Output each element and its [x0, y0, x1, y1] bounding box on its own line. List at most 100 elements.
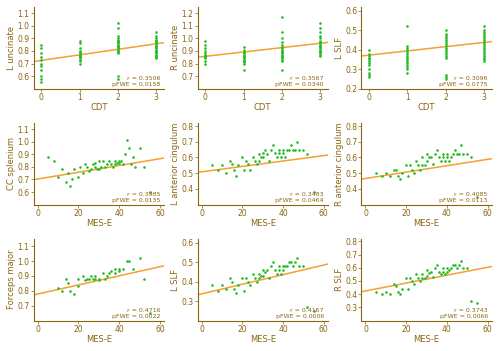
X-axis label: MES-E: MES-E: [414, 335, 440, 344]
Point: [449, 262, 457, 268]
Point: [287, 259, 295, 265]
Point: [283, 263, 291, 269]
Point: [80, 161, 88, 167]
Point: [84, 168, 92, 173]
Point: [201, 56, 209, 61]
Point: [152, 56, 160, 61]
Point: [152, 38, 160, 44]
Point: [412, 272, 420, 277]
Point: [58, 167, 66, 172]
Point: [258, 150, 266, 155]
Point: [64, 280, 72, 286]
Point: [242, 275, 250, 280]
Text: r = 0.3743
pFWE = 0.0066: r = 0.3743 pFWE = 0.0066: [440, 308, 488, 319]
Point: [252, 161, 260, 166]
Point: [76, 41, 84, 46]
Point: [394, 173, 402, 179]
Point: [365, 72, 373, 78]
Point: [136, 145, 143, 151]
Point: [442, 37, 450, 43]
Point: [300, 147, 308, 152]
Point: [101, 276, 109, 282]
X-axis label: CDT: CDT: [418, 103, 436, 112]
Point: [201, 54, 209, 60]
X-axis label: MES-E: MES-E: [250, 335, 276, 344]
Point: [439, 155, 447, 160]
Point: [480, 39, 488, 45]
Point: [480, 27, 488, 33]
Point: [480, 45, 488, 51]
Point: [404, 65, 411, 70]
Point: [278, 29, 286, 35]
Point: [443, 269, 451, 274]
Point: [451, 147, 459, 152]
Point: [278, 44, 286, 50]
Point: [443, 152, 451, 157]
Point: [278, 47, 286, 53]
Point: [114, 33, 122, 39]
Point: [273, 271, 281, 277]
Point: [126, 258, 134, 264]
Point: [38, 76, 46, 81]
Text: r = 0.3567
pFWE = 0.0340: r = 0.3567 pFWE = 0.0340: [276, 76, 324, 87]
Point: [442, 53, 450, 58]
Point: [111, 270, 119, 276]
Point: [422, 152, 430, 157]
Point: [222, 170, 230, 176]
Point: [152, 42, 160, 47]
Point: [265, 158, 273, 163]
Point: [74, 174, 82, 180]
Point: [82, 276, 90, 282]
Point: [296, 263, 304, 269]
Point: [80, 278, 88, 283]
Point: [90, 273, 98, 279]
Point: [74, 276, 82, 282]
Point: [406, 163, 414, 168]
Point: [480, 41, 488, 47]
Point: [480, 49, 488, 54]
Point: [418, 272, 426, 277]
Point: [114, 44, 122, 50]
Point: [222, 286, 230, 292]
Point: [214, 289, 222, 294]
Point: [152, 33, 160, 39]
Point: [76, 51, 84, 56]
Point: [214, 167, 222, 173]
Point: [392, 283, 400, 289]
Point: [38, 42, 46, 47]
Point: [316, 39, 324, 45]
Point: [240, 167, 248, 173]
Point: [254, 275, 262, 280]
Point: [277, 271, 285, 277]
Point: [404, 24, 411, 29]
Point: [228, 161, 236, 166]
Point: [278, 54, 286, 60]
Point: [114, 49, 122, 55]
Point: [453, 265, 461, 271]
Point: [279, 150, 287, 155]
Point: [365, 53, 373, 58]
Point: [275, 150, 283, 155]
Point: [109, 164, 117, 170]
X-axis label: MES-E: MES-E: [414, 219, 440, 228]
Point: [418, 163, 426, 168]
Text: r = 0.3096
pFWE = 0.0775: r = 0.3096 pFWE = 0.0775: [440, 76, 488, 87]
Point: [114, 20, 122, 26]
Point: [246, 167, 254, 173]
Point: [117, 158, 125, 163]
Point: [279, 147, 287, 152]
Point: [114, 48, 122, 54]
Point: [275, 267, 283, 273]
Point: [114, 51, 122, 56]
Point: [152, 48, 160, 54]
Point: [316, 53, 324, 59]
Point: [365, 62, 373, 68]
Point: [136, 255, 143, 261]
Point: [275, 147, 283, 152]
Point: [201, 51, 209, 56]
Point: [316, 41, 324, 46]
Y-axis label: CC splenium: CC splenium: [7, 137, 16, 190]
Point: [238, 275, 246, 280]
Point: [442, 39, 450, 45]
Point: [240, 47, 248, 53]
